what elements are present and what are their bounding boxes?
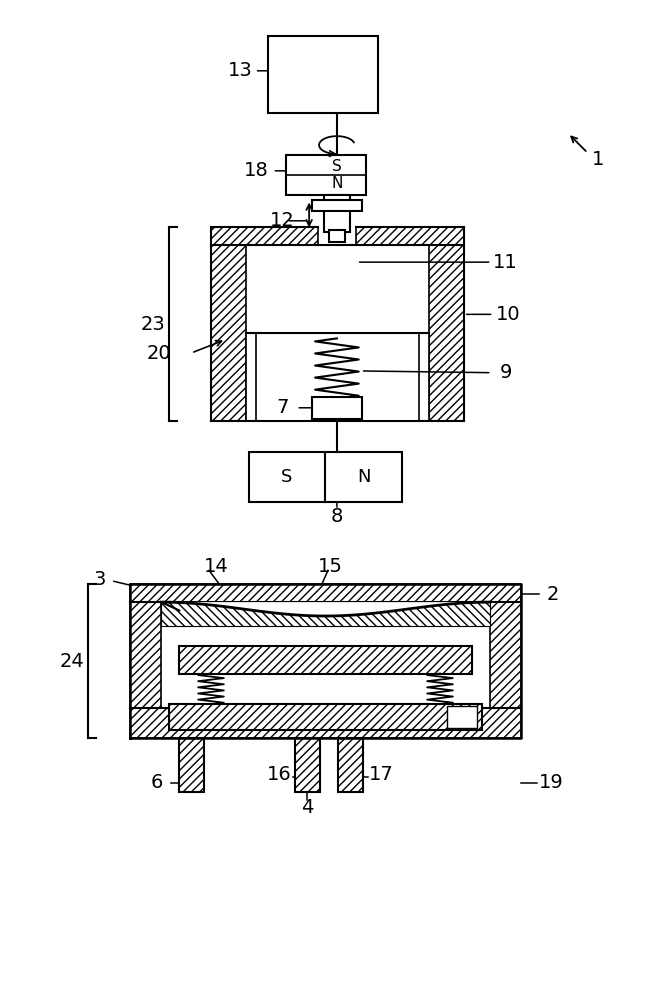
Text: 4: 4 bbox=[301, 798, 313, 817]
Text: 19: 19 bbox=[538, 773, 563, 792]
Text: 2: 2 bbox=[547, 585, 559, 604]
Text: 12: 12 bbox=[270, 211, 295, 230]
Bar bbox=[338, 738, 363, 792]
Polygon shape bbox=[161, 602, 490, 616]
Bar bbox=[211, 227, 318, 245]
Text: 23: 23 bbox=[141, 315, 166, 334]
Bar bbox=[490, 602, 521, 708]
Text: 13: 13 bbox=[229, 61, 253, 80]
Text: 10: 10 bbox=[496, 305, 521, 324]
Bar bbox=[312, 397, 362, 419]
Bar bbox=[296, 738, 320, 792]
Text: 14: 14 bbox=[204, 557, 229, 576]
Bar bbox=[296, 738, 320, 792]
Bar bbox=[169, 704, 482, 730]
Bar bbox=[249, 452, 402, 502]
Bar bbox=[179, 646, 472, 674]
Text: 1: 1 bbox=[592, 150, 604, 169]
Bar bbox=[419, 333, 429, 421]
Bar bbox=[268, 36, 378, 113]
Text: 24: 24 bbox=[60, 652, 85, 671]
Text: 18: 18 bbox=[244, 161, 269, 180]
Bar bbox=[286, 155, 366, 195]
Bar bbox=[130, 584, 521, 602]
Text: 8: 8 bbox=[331, 507, 343, 526]
Bar bbox=[211, 245, 245, 421]
Text: 20: 20 bbox=[147, 344, 172, 363]
Bar bbox=[329, 230, 345, 242]
Bar bbox=[312, 200, 362, 211]
Bar bbox=[130, 602, 161, 708]
Text: 11: 11 bbox=[493, 253, 518, 272]
Text: 7: 7 bbox=[276, 398, 288, 417]
Bar bbox=[338, 738, 363, 792]
Text: N: N bbox=[331, 176, 342, 191]
Text: N: N bbox=[357, 468, 370, 486]
Text: 3: 3 bbox=[94, 570, 106, 589]
Bar bbox=[429, 245, 464, 421]
Bar bbox=[179, 738, 204, 792]
Bar bbox=[324, 195, 350, 232]
Bar bbox=[447, 706, 477, 728]
Text: 6: 6 bbox=[150, 773, 163, 792]
Text: 17: 17 bbox=[369, 765, 394, 784]
Bar bbox=[179, 738, 204, 792]
Text: 15: 15 bbox=[318, 557, 342, 576]
Bar bbox=[161, 602, 490, 626]
Text: 16: 16 bbox=[267, 765, 292, 784]
Bar bbox=[169, 704, 482, 730]
Bar bbox=[179, 646, 472, 674]
Bar bbox=[130, 708, 521, 738]
Bar bbox=[256, 245, 419, 333]
Text: S: S bbox=[281, 468, 292, 486]
Text: 9: 9 bbox=[499, 363, 512, 382]
Text: S: S bbox=[332, 159, 342, 174]
Bar bbox=[245, 333, 256, 421]
Bar bbox=[355, 227, 464, 245]
